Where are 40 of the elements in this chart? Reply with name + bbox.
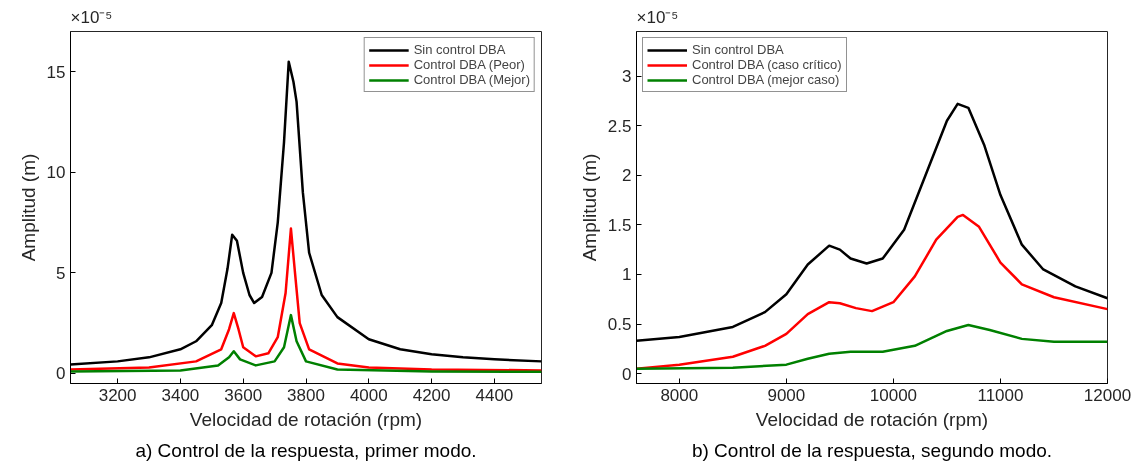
- x-tick-label: 3800: [287, 385, 325, 405]
- y-tick-label: 0.5: [607, 315, 632, 335]
- line-series: [636, 323, 1108, 370]
- text: ×10⁻⁵: [636, 7, 679, 27]
- y-tick-label: 3: [622, 67, 632, 87]
- legend-label: Control DBA (mejor caso): [692, 72, 840, 87]
- x-tick-label: 9000: [767, 385, 806, 405]
- y-tick-label: 10: [46, 163, 66, 183]
- x-tick-label: 12000: [1083, 385, 1132, 405]
- x-tick-label: 3200: [98, 385, 137, 405]
- text: a) Control de la respuesta, primer modo.: [135, 439, 477, 461]
- y-axis-title: Amplitud (m): [17, 153, 39, 262]
- x-tick-label: 10000: [869, 385, 918, 405]
- x-tick-label: 3600: [224, 385, 263, 405]
- y-axis-title: Amplitud (m): [578, 153, 600, 262]
- legend-label: Control DBA (Mejor): [413, 72, 530, 87]
- y-tick-label: 0: [56, 364, 66, 384]
- text: b) Control de la respuesta, segundo modo.: [691, 439, 1053, 461]
- legend-label: Sin control DBA: [692, 42, 784, 57]
- x-tick-label: 8000: [660, 385, 699, 405]
- line-series: [70, 227, 542, 372]
- y-tick-label: 0: [622, 364, 632, 384]
- x-tick-label: 4000: [349, 385, 388, 405]
- x-tick-label: 3400: [161, 385, 200, 405]
- y-tick-label: 15: [46, 62, 66, 82]
- x-axis-title: Velocidad de rotación (rpm): [189, 408, 423, 430]
- x-tick-label: 4200: [412, 385, 451, 405]
- legend-label: Control DBA (Peor): [413, 57, 525, 72]
- legend-label: Control DBA (caso crítico): [692, 57, 842, 72]
- legend-label: Sin control DBA: [413, 42, 506, 57]
- y-tick-label: 1: [622, 265, 632, 285]
- y-tick-label: 5: [56, 263, 66, 283]
- x-axis-title: Velocidad de rotación (rpm): [755, 408, 989, 430]
- x-tick-label: 4400: [475, 385, 514, 405]
- y-tick-label: 2.5: [607, 116, 632, 136]
- line-series: [70, 313, 542, 374]
- y-tick-label: 1.5: [607, 215, 632, 235]
- text: ×10⁻⁵: [70, 7, 113, 27]
- y-tick-label: 2: [622, 166, 632, 186]
- x-tick-label: 11000: [977, 385, 1024, 405]
